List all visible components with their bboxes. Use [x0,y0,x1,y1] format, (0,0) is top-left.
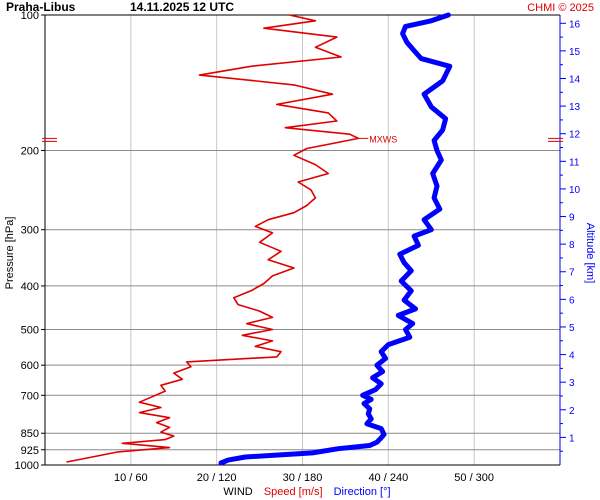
pressure-tick-label: 300 [21,225,39,237]
pressure-tick-label: 500 [21,325,39,337]
altitude-tick-label: 15 [569,47,581,58]
pressure-tick-label: 100 [21,10,39,22]
pressure-tick-label: 925 [21,445,39,457]
pressure-tick-label: 600 [21,360,39,372]
series-layer [66,12,453,466]
chart-datetime: 14.11.2025 12 UTC [130,0,234,14]
altitude-tick-label: 2 [569,406,575,417]
altitude-axis-label: Altitude [km] [584,223,596,284]
altitude-tick-label: 12 [569,130,581,141]
wind-label: WIND [223,486,252,498]
x-tick-label: 40 / 240 [368,472,408,484]
direction-label: Direction [°] [334,486,391,498]
altitude-tick-label: 1 [569,433,575,444]
pressure-tick-label: 1000 [15,460,39,472]
direction-line [218,12,453,466]
station-title: Praha-Libus [6,0,76,14]
altitude-tick-label: 8 [569,240,575,251]
copyright-label: CHMI © 2025 [527,2,594,14]
x-tick-label: 50 / 300 [454,472,494,484]
x-tick-label: 20 / 120 [197,472,237,484]
altitude-tick-label: 4 [569,351,575,362]
altitude-tick-label: 16 [569,19,581,30]
labels-layer: Praha-Libus 14.11.2025 12 UTC CHMI © 202… [4,0,596,498]
max-wind-label: MXWS [369,134,397,144]
altitude-tick-label: 10 [569,185,581,196]
axes [41,14,566,466]
speed-line [66,14,360,463]
altitude-tick-label: 6 [569,295,575,306]
pressure-tick-label: 850 [21,428,39,440]
altitude-tick-label: 7 [569,268,575,279]
speed-label: Speed [m/s] [264,486,323,498]
altitude-tick-label: 13 [569,102,581,113]
altitude-tick-label: 9 [569,213,575,224]
wind-axis-label: WIND Speed [m/s] Direction [°] [223,486,390,498]
pressure-tick-label: 700 [21,390,39,402]
pressure-tick-label: 200 [21,145,39,157]
altitude-tick-label: 5 [569,323,575,334]
pressure-tick-label: 400 [21,281,39,293]
altitude-tick-label: 14 [569,74,581,85]
pressure-axis-label: Pressure [hPa] [4,217,16,290]
altitude-tick-label: 3 [569,378,575,389]
altitude-tick-label: 11 [569,157,580,168]
x-tick-label: 30 / 180 [283,472,323,484]
x-tick-label: 10 / 60 [114,472,148,484]
